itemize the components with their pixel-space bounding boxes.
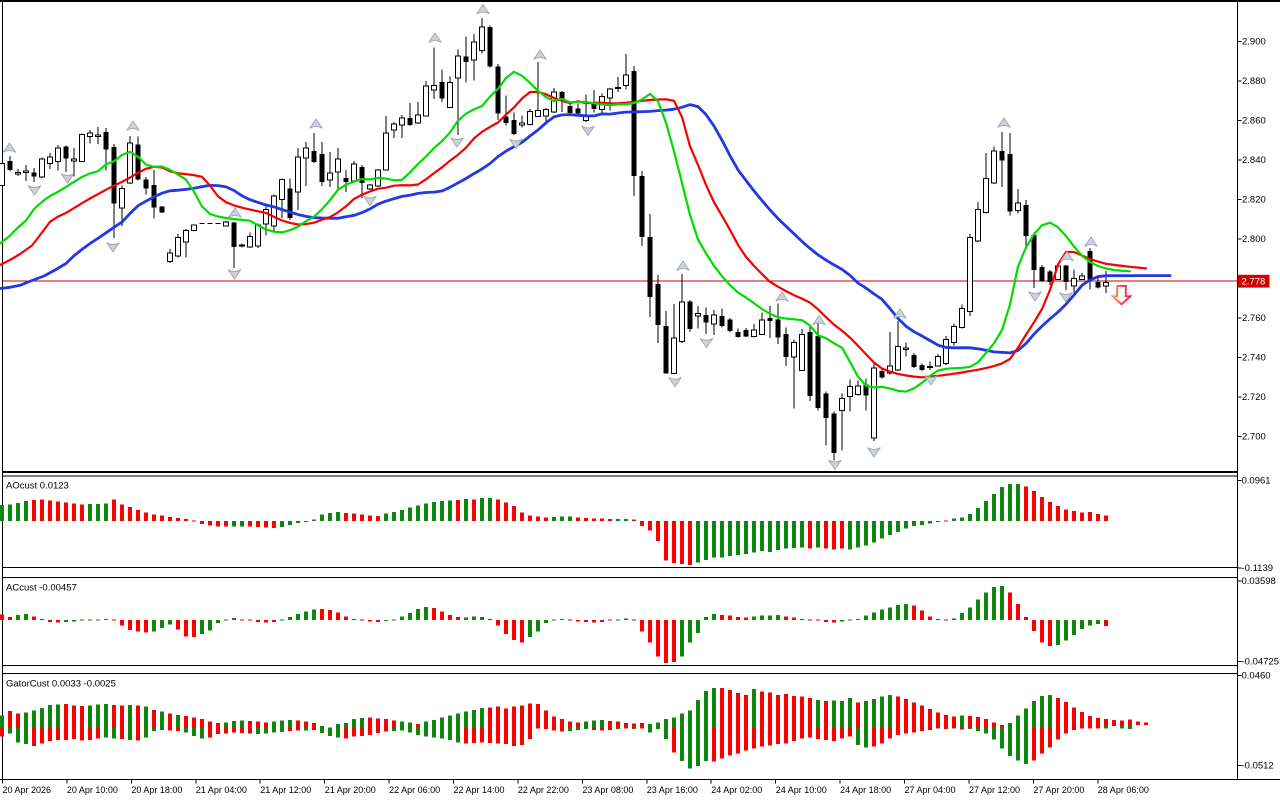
svg-text:20 Apr 18:00: 20 Apr 18:00 [131, 785, 182, 795]
svg-text:2.860: 2.860 [1242, 116, 1266, 127]
svg-text:23 Apr 16:00: 23 Apr 16:00 [647, 785, 698, 795]
svg-text:2.720: 2.720 [1242, 392, 1266, 403]
svg-text:2.800: 2.800 [1242, 234, 1266, 245]
svg-text:2.820: 2.820 [1242, 195, 1266, 206]
svg-text:21 Apr 12:00: 21 Apr 12:00 [260, 785, 311, 795]
svg-text:28 Apr 06:00: 28 Apr 06:00 [1098, 785, 1149, 795]
svg-text:22 Apr 14:00: 22 Apr 14:00 [454, 785, 505, 795]
svg-text:27 Apr 20:00: 27 Apr 20:00 [1033, 785, 1084, 795]
svg-text:20 Apr 10:00: 20 Apr 10:00 [67, 785, 118, 795]
svg-text:2.760: 2.760 [1242, 313, 1266, 324]
svg-text:0.0460: 0.0460 [1242, 671, 1271, 682]
svg-text:AOcust 0.0123: AOcust 0.0123 [6, 481, 69, 492]
svg-text:ACcust -0.00457: ACcust -0.00457 [6, 583, 77, 594]
svg-text:22 Apr 06:00: 22 Apr 06:00 [389, 785, 440, 795]
svg-text:27 Apr 12:00: 27 Apr 12:00 [969, 785, 1020, 795]
svg-text:-0.0512: -0.0512 [1242, 761, 1274, 772]
svg-text:21 Apr 04:00: 21 Apr 04:00 [196, 785, 247, 795]
svg-text:24 Apr 02:00: 24 Apr 02:00 [711, 785, 762, 795]
svg-text:-0.1139: -0.1139 [1242, 563, 1274, 574]
svg-text:20 Apr 2026: 20 Apr 2026 [3, 785, 52, 795]
svg-text:-0.04725: -0.04725 [1242, 657, 1280, 668]
svg-text:21 Apr 20:00: 21 Apr 20:00 [325, 785, 376, 795]
svg-text:2.700: 2.700 [1242, 432, 1266, 443]
svg-text:GatorCust 0.0033 -0.0025: GatorCust 0.0033 -0.0025 [6, 679, 116, 690]
svg-text:27 Apr 04:00: 27 Apr 04:00 [905, 785, 956, 795]
svg-text:0.03598: 0.03598 [1242, 576, 1276, 587]
svg-text:24 Apr 18:00: 24 Apr 18:00 [840, 785, 891, 795]
svg-text:22 Apr 22:00: 22 Apr 22:00 [518, 785, 569, 795]
svg-text:0.0961: 0.0961 [1242, 476, 1271, 487]
svg-text:23 Apr 08:00: 23 Apr 08:00 [582, 785, 633, 795]
svg-text:24 Apr 10:00: 24 Apr 10:00 [776, 785, 827, 795]
svg-text:2.840: 2.840 [1242, 155, 1266, 166]
svg-text:2.740: 2.740 [1242, 353, 1266, 364]
svg-text:2.880: 2.880 [1242, 76, 1266, 87]
svg-text:2.900: 2.900 [1242, 37, 1266, 48]
svg-text:2.778: 2.778 [1242, 276, 1266, 287]
